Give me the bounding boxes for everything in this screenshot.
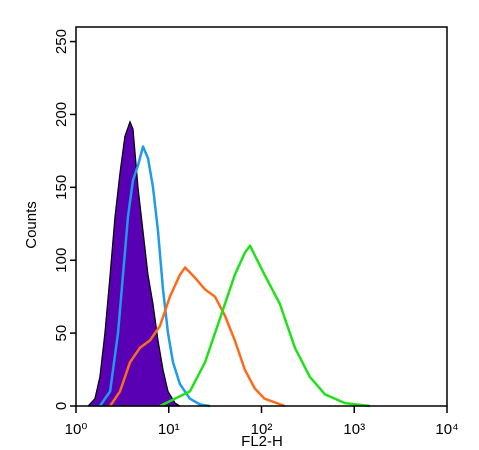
histogram-area xyxy=(87,120,181,407)
y-tick-label: 0 xyxy=(53,402,70,410)
x-axis-label: FL2-H xyxy=(241,433,283,450)
y-tick-label: 200 xyxy=(53,102,70,127)
y-axis-label: Counts xyxy=(23,201,40,249)
x-tick-label: 10² xyxy=(251,421,273,438)
y-tick-label: 250 xyxy=(53,29,70,54)
x-tick-label: 10⁴ xyxy=(435,421,458,438)
y-tick-label: 50 xyxy=(53,325,70,342)
histogram-line xyxy=(159,244,371,408)
x-tick-label: 10⁰ xyxy=(65,421,88,438)
histogram-line xyxy=(98,145,211,408)
y-tick-label: 150 xyxy=(53,175,70,200)
histogram-line xyxy=(109,266,286,408)
x-tick-label: 10¹ xyxy=(158,421,180,438)
y-tick-label: 100 xyxy=(53,248,70,273)
x-tick-label: 10³ xyxy=(343,421,365,438)
